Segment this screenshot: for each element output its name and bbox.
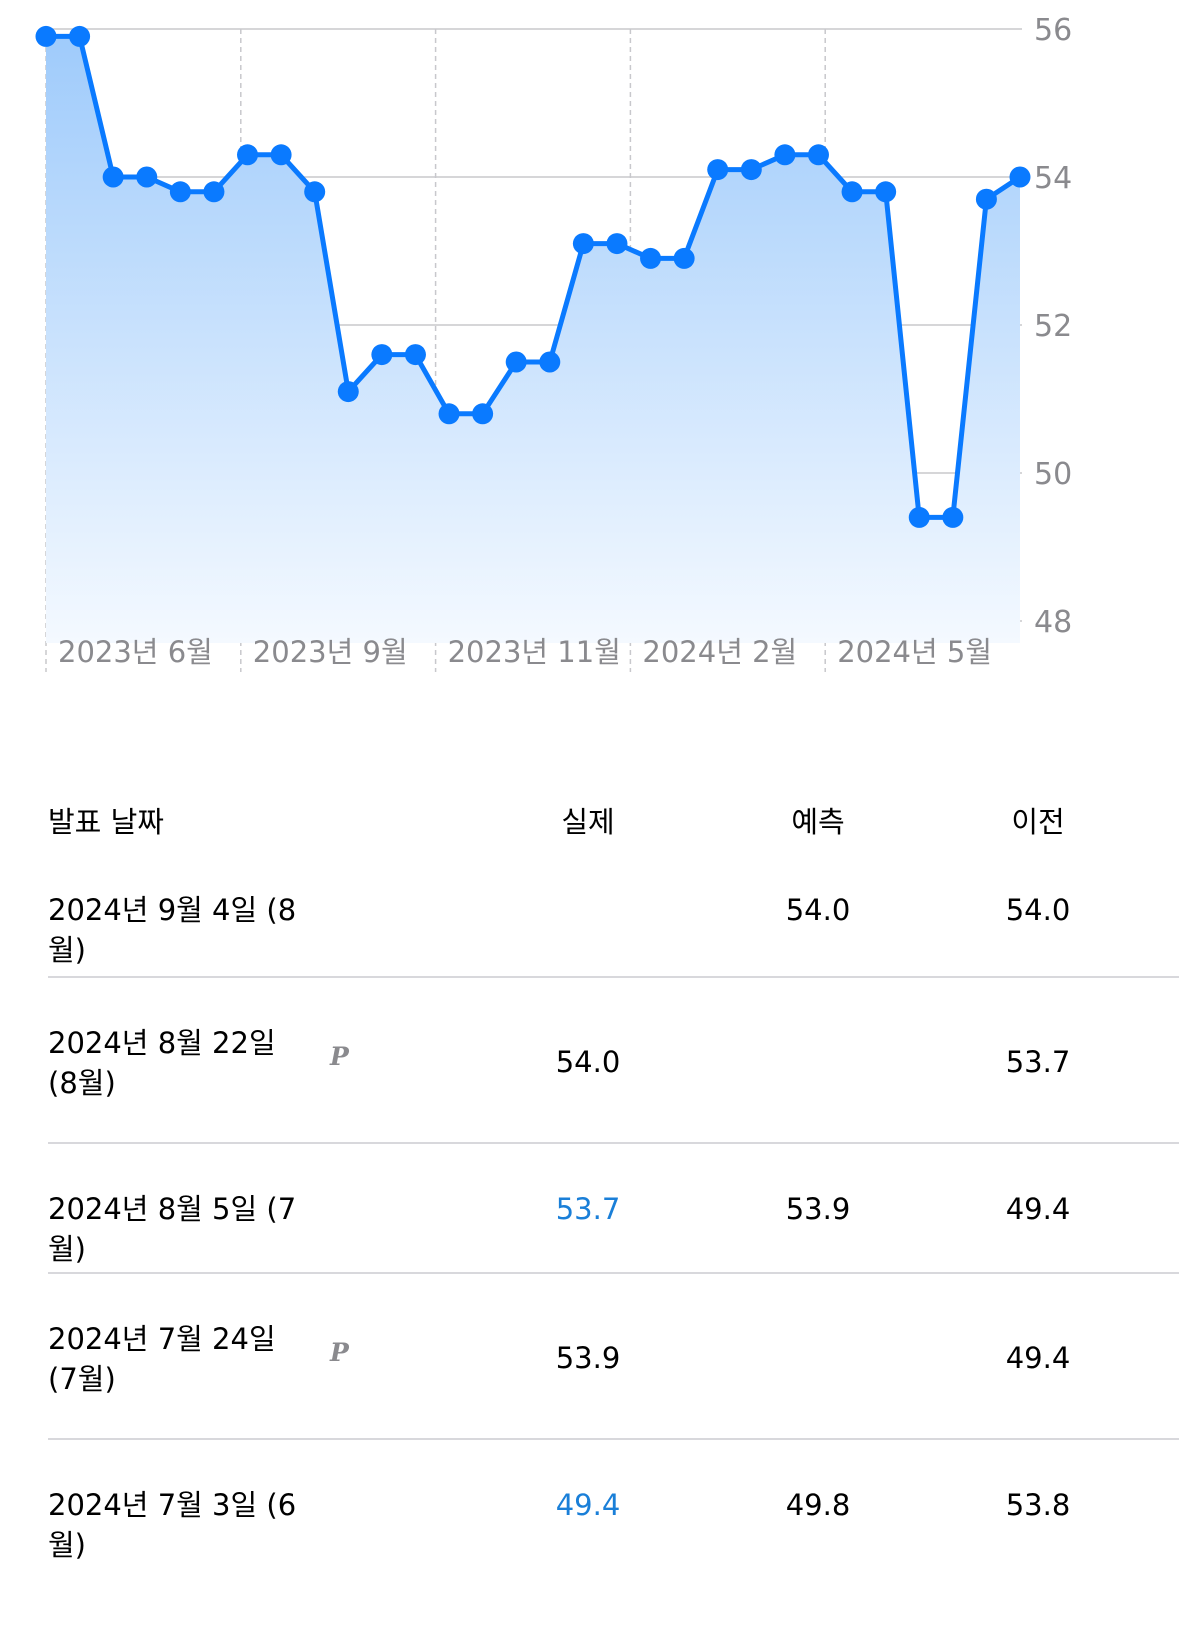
release-date: 2024년 9월 4일 (8월) (48, 893, 297, 967)
data-point[interactable] (807, 144, 829, 166)
preliminary-badge: P (330, 1338, 349, 1367)
data-point[interactable] (673, 247, 695, 269)
data-point[interactable] (404, 344, 426, 366)
release-date: 2024년 8월 5일 (7월) (48, 1192, 297, 1266)
data-point[interactable] (740, 159, 762, 181)
data-point[interactable] (169, 181, 191, 203)
x-tick-label: 2023년 6월 (58, 635, 213, 669)
x-tick-label: 2024년 5월 (837, 635, 992, 669)
data-point[interactable] (69, 25, 91, 47)
data-point[interactable] (438, 403, 460, 425)
data-point[interactable] (371, 344, 393, 366)
data-point[interactable] (35, 25, 57, 47)
table-row[interactable]: 2024년 9월 4일 (8월) 54.0 54.0 (48, 893, 1179, 978)
header-date[interactable]: 발표 날짜 (48, 805, 164, 839)
data-point[interactable] (942, 506, 964, 528)
previous-value: 53.7 (1005, 1045, 1071, 1079)
data-point[interactable] (774, 144, 796, 166)
forecast-value: 49.8 (785, 1488, 851, 1522)
data-point[interactable] (908, 506, 930, 528)
series-area (46, 36, 1020, 643)
data-point[interactable] (539, 351, 561, 373)
y-tick-label: 48 (1034, 605, 1072, 640)
data-point[interactable] (841, 181, 863, 203)
x-axis-ticks: 2023년 6월 2023년 9월 2023년 11월 2024년 2월 2024년 5… (58, 635, 992, 669)
forecast-value: 53.9 (785, 1192, 851, 1226)
y-tick-label: 54 (1034, 161, 1072, 196)
actual-value: 49.4 (555, 1488, 621, 1522)
y-tick-label: 52 (1034, 309, 1072, 344)
data-point[interactable] (975, 188, 997, 210)
table-row[interactable]: 2024년 7월 24일 (7월) P 53.9 49.4 (48, 1274, 1179, 1440)
x-tick-label: 2024년 2월 (642, 635, 797, 669)
x-tick-label: 2023년 11월 (448, 635, 621, 669)
x-tick-label: 2023년 9월 (253, 635, 408, 669)
release-date: 2024년 7월 3일 (6월) (48, 1488, 297, 1562)
table-header: 발표 날짜 실제 예측 이전 (48, 742, 1179, 902)
data-point[interactable] (640, 247, 662, 269)
header-actual[interactable]: 실제 (561, 805, 615, 839)
actual-value: 54.0 (555, 1045, 621, 1079)
header-forecast[interactable]: 예측 (791, 805, 845, 839)
data-point[interactable] (572, 233, 594, 255)
actual-value: 53.9 (555, 1341, 621, 1375)
table-row[interactable]: 2024년 7월 3일 (6월) 49.4 49.8 53.8 (48, 1440, 1179, 1568)
data-point[interactable] (203, 181, 225, 203)
actual-value: 53.7 (555, 1192, 621, 1226)
previous-value: 49.4 (1005, 1341, 1071, 1375)
previous-value: 54.0 (1005, 893, 1071, 927)
data-point[interactable] (237, 144, 259, 166)
header-previous[interactable]: 이전 (1011, 805, 1065, 839)
data-point[interactable] (505, 351, 527, 373)
y-axis-ticks: 56 54 52 50 48 (1034, 13, 1072, 640)
release-date: 2024년 7월 24일 (7월) (48, 1322, 276, 1396)
previous-value: 49.4 (1005, 1192, 1071, 1226)
data-point[interactable] (707, 159, 729, 181)
table-row[interactable]: 2024년 8월 5일 (7월) 53.7 53.9 49.4 (48, 1144, 1179, 1274)
data-point[interactable] (875, 181, 897, 203)
previous-value: 53.8 (1005, 1488, 1071, 1522)
data-point[interactable] (472, 403, 494, 425)
data-points (35, 25, 1031, 528)
data-point[interactable] (270, 144, 292, 166)
data-point[interactable] (102, 166, 124, 188)
data-point[interactable] (136, 166, 158, 188)
data-point[interactable] (304, 181, 326, 203)
data-point[interactable] (606, 233, 628, 255)
y-tick-label: 56 (1034, 13, 1072, 48)
preliminary-badge: P (330, 1042, 349, 1071)
economic-calendar-table: 발표 날짜 실제 예측 이전 2024년 9월 4일 (8월) 54.0 54.… (48, 742, 1179, 1568)
y-tick-label: 50 (1034, 457, 1072, 492)
data-point[interactable] (337, 381, 359, 403)
forecast-value: 54.0 (785, 893, 851, 927)
chart: 56 54 52 50 48 2023년 6월 2023년 9월 2023년 11월 2024… (35, 13, 1072, 672)
data-point[interactable] (1009, 166, 1031, 188)
table-row[interactable]: 2024년 8월 22일 (8월) P 54.0 53.7 (48, 978, 1179, 1144)
release-date: 2024년 8월 22일 (8월) (48, 1026, 276, 1100)
